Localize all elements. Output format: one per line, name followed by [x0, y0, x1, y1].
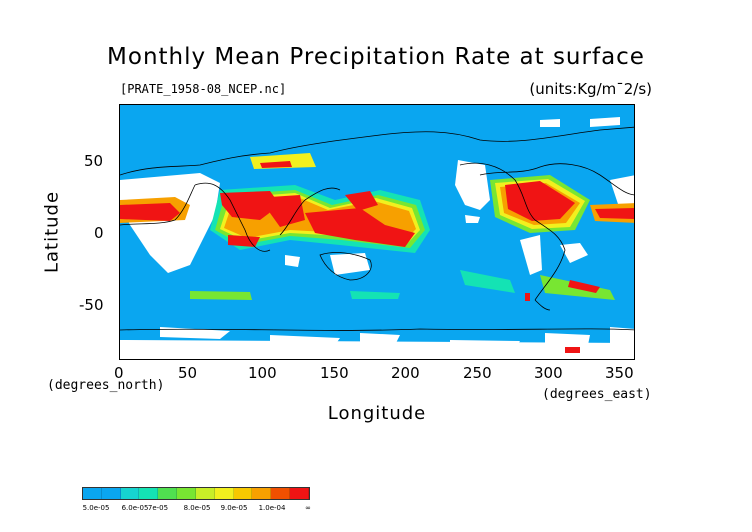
- legend-swatch-5: [158, 488, 178, 499]
- y-axis-label: Latitude: [41, 190, 63, 274]
- legend-swatch-6: [177, 488, 196, 499]
- legend-label-2: 6.0e-05: [121, 504, 149, 512]
- legend-swatch-10: [252, 488, 272, 499]
- y-tick-0: 0: [94, 224, 104, 242]
- x-tick-150: 150: [320, 364, 349, 382]
- legend-label-5: 9.0e-05: [220, 504, 248, 512]
- precip-maxima: [120, 161, 634, 353]
- units-label: (units:Kg/m¯2/s): [529, 80, 652, 98]
- y-tick-minus50: -50: [79, 296, 104, 314]
- legend-swatch-1: [83, 488, 102, 499]
- chart-title: Monthly Mean Precipitation Rate at surfa…: [107, 44, 645, 70]
- source-file-label: [PRATE_1958-08_NCEP.nc]: [120, 82, 287, 96]
- x-tick-350: 350: [605, 364, 634, 382]
- legend-swatch-7: [195, 488, 215, 499]
- x-tick-100: 100: [248, 364, 277, 382]
- legend-swatch-2: [101, 488, 121, 499]
- x-tick-200: 200: [391, 364, 420, 382]
- y-unit-label: (degrees_north): [47, 378, 165, 393]
- legend-swatch-8: [214, 488, 234, 499]
- map-plot-area: [119, 104, 635, 360]
- legend-label-6: 1.0e-04: [258, 504, 286, 512]
- y-tick-50: 50: [84, 152, 104, 170]
- x-tick-50: 50: [178, 364, 198, 382]
- legend-swatch-12: [290, 488, 309, 499]
- legend-swatch-3: [120, 488, 140, 499]
- missing-data-regions: [120, 117, 634, 359]
- legend-swatch-11: [271, 488, 291, 499]
- legend-label-3: 7e-05: [147, 504, 169, 512]
- legend-swatch-9: [233, 488, 253, 499]
- legend-label-7: ∞: [305, 504, 311, 512]
- color-legend-bar: [82, 487, 310, 500]
- x-tick-300: 300: [534, 364, 563, 382]
- coastlines: [120, 126, 634, 331]
- x-unit-label: (degrees_east): [542, 387, 652, 402]
- x-tick-250: 250: [463, 364, 492, 382]
- legend-swatch-4: [139, 488, 159, 499]
- legend-label-1: 5.0e-05: [82, 504, 110, 512]
- precipitation-map: [120, 117, 634, 359]
- legend-label-4: 8.0e-05: [183, 504, 211, 512]
- x-axis-label: Longitude: [327, 403, 427, 424]
- x-tick-0: 0: [114, 364, 124, 382]
